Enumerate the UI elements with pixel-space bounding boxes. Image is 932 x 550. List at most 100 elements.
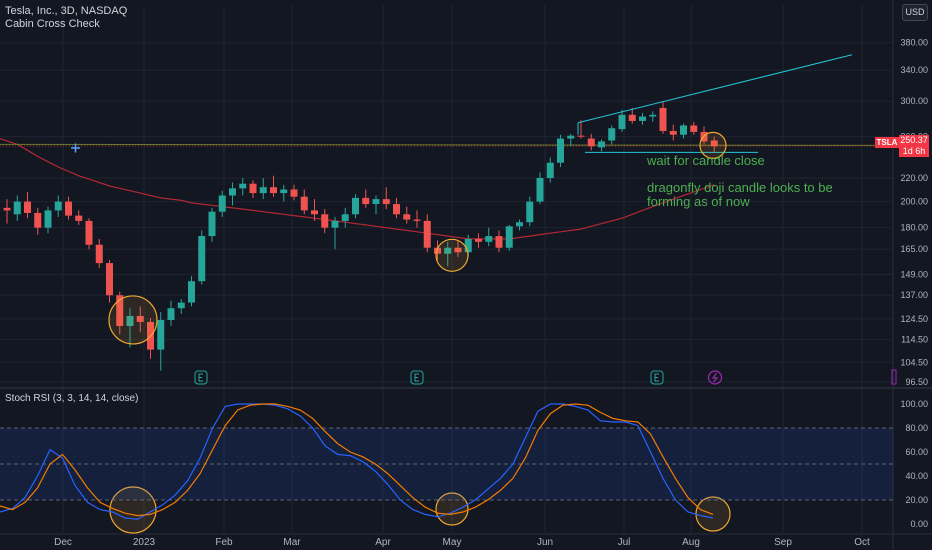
chart-header: Tesla, Inc., 3D, NASDAQ Cabin Cross Chec… xyxy=(5,5,127,31)
candle[interactable] xyxy=(608,128,616,141)
earnings-icon[interactable] xyxy=(410,370,424,385)
earnings-icon-glyph xyxy=(654,373,659,382)
time-tick-label: Jun xyxy=(537,537,553,548)
price-tick-label: 124.50 xyxy=(900,314,928,324)
dividend-icon[interactable] xyxy=(707,370,723,385)
candle[interactable] xyxy=(536,177,544,202)
earnings-icon[interactable] xyxy=(650,370,664,385)
candle[interactable] xyxy=(249,183,257,194)
candle[interactable] xyxy=(639,116,646,121)
candle[interactable] xyxy=(464,238,472,253)
time-tick-label: Oct xyxy=(854,537,870,548)
earnings-icon-glyph xyxy=(414,373,419,382)
candle[interactable] xyxy=(290,189,298,197)
earnings-icon-frame xyxy=(194,370,208,385)
price-tick-label: 96.50 xyxy=(905,377,928,387)
candle[interactable] xyxy=(393,204,400,215)
candle[interactable] xyxy=(126,315,134,326)
candle[interactable] xyxy=(311,210,318,215)
candle[interactable] xyxy=(567,135,575,139)
candle[interactable] xyxy=(403,214,411,220)
candle[interactable] xyxy=(116,295,124,326)
annotation-wait: wait for candle close xyxy=(647,153,765,168)
candle[interactable] xyxy=(229,188,236,196)
candle[interactable] xyxy=(557,138,564,163)
candle[interactable] xyxy=(649,114,657,117)
candle[interactable] xyxy=(3,207,11,211)
candle[interactable] xyxy=(331,220,339,228)
candle[interactable] xyxy=(680,125,687,135)
moving-average-line xyxy=(0,138,715,240)
candle[interactable] xyxy=(454,247,462,253)
candle[interactable] xyxy=(495,236,503,248)
candle[interactable] xyxy=(352,197,359,215)
candles-layer[interactable] xyxy=(3,102,718,371)
candle[interactable] xyxy=(13,201,21,215)
candle[interactable] xyxy=(167,308,175,320)
candle[interactable] xyxy=(659,107,667,131)
time-tick-label: Apr xyxy=(375,537,391,548)
candle[interactable] xyxy=(54,201,62,211)
highlight-circle xyxy=(699,131,727,159)
candle[interactable] xyxy=(413,219,421,221)
candle[interactable] xyxy=(280,189,288,194)
stoch-tick-label: 80.00 xyxy=(905,423,928,433)
candle[interactable] xyxy=(198,236,206,282)
candle[interactable] xyxy=(259,187,267,194)
candle[interactable] xyxy=(44,210,52,228)
candle[interactable] xyxy=(423,220,431,248)
candle[interactable] xyxy=(598,141,605,148)
stoch-rsi-panel[interactable] xyxy=(0,403,893,520)
candle[interactable] xyxy=(710,140,718,147)
candle[interactable] xyxy=(188,281,195,303)
stoch-tick-label: 40.00 xyxy=(905,471,928,481)
candle[interactable] xyxy=(270,187,277,194)
candle[interactable] xyxy=(628,114,636,121)
candle[interactable] xyxy=(587,138,595,147)
candle[interactable] xyxy=(341,214,349,221)
stoch-tick-label: 60.00 xyxy=(905,447,928,457)
candle[interactable] xyxy=(106,263,113,296)
candle[interactable] xyxy=(434,247,441,254)
candle[interactable] xyxy=(505,226,513,248)
candle[interactable] xyxy=(85,220,93,245)
candle[interactable] xyxy=(239,183,247,189)
candle[interactable] xyxy=(485,236,493,242)
candle[interactable] xyxy=(218,195,226,212)
candle[interactable] xyxy=(372,199,380,205)
candle[interactable] xyxy=(300,196,308,211)
candle[interactable] xyxy=(24,201,31,213)
long-ma-line xyxy=(0,143,894,146)
candle[interactable] xyxy=(516,222,523,227)
candle[interactable] xyxy=(95,244,103,264)
candle[interactable] xyxy=(136,315,144,322)
dividend-icon-ring xyxy=(707,370,723,385)
stoch-tick-label: 100.00 xyxy=(900,399,928,409)
events-layer[interactable] xyxy=(194,369,897,385)
candle[interactable] xyxy=(65,201,72,216)
stoch-tick-label: 0.00 xyxy=(910,519,928,529)
candle[interactable] xyxy=(690,125,698,132)
candle[interactable] xyxy=(526,201,534,223)
candle[interactable] xyxy=(208,211,216,237)
candle[interactable] xyxy=(34,212,42,228)
currency-button[interactable]: USD xyxy=(902,4,928,21)
candle[interactable] xyxy=(321,214,329,228)
candle[interactable] xyxy=(382,199,390,205)
candle[interactable] xyxy=(362,197,370,205)
candle[interactable] xyxy=(75,215,83,221)
candle[interactable] xyxy=(444,247,452,254)
last-price: 250.37 xyxy=(900,135,928,145)
earnings-icon[interactable] xyxy=(194,370,208,385)
candle[interactable] xyxy=(618,114,626,130)
candle[interactable] xyxy=(157,319,165,350)
candle[interactable] xyxy=(177,302,185,309)
candle[interactable] xyxy=(669,130,677,135)
candle[interactable] xyxy=(546,162,554,178)
time-tick-label: Sep xyxy=(774,537,792,548)
candle[interactable] xyxy=(475,238,482,242)
stoch-title: Stoch RSI (3, 3, 14, 14, close) xyxy=(5,393,139,404)
candle[interactable] xyxy=(577,135,585,137)
